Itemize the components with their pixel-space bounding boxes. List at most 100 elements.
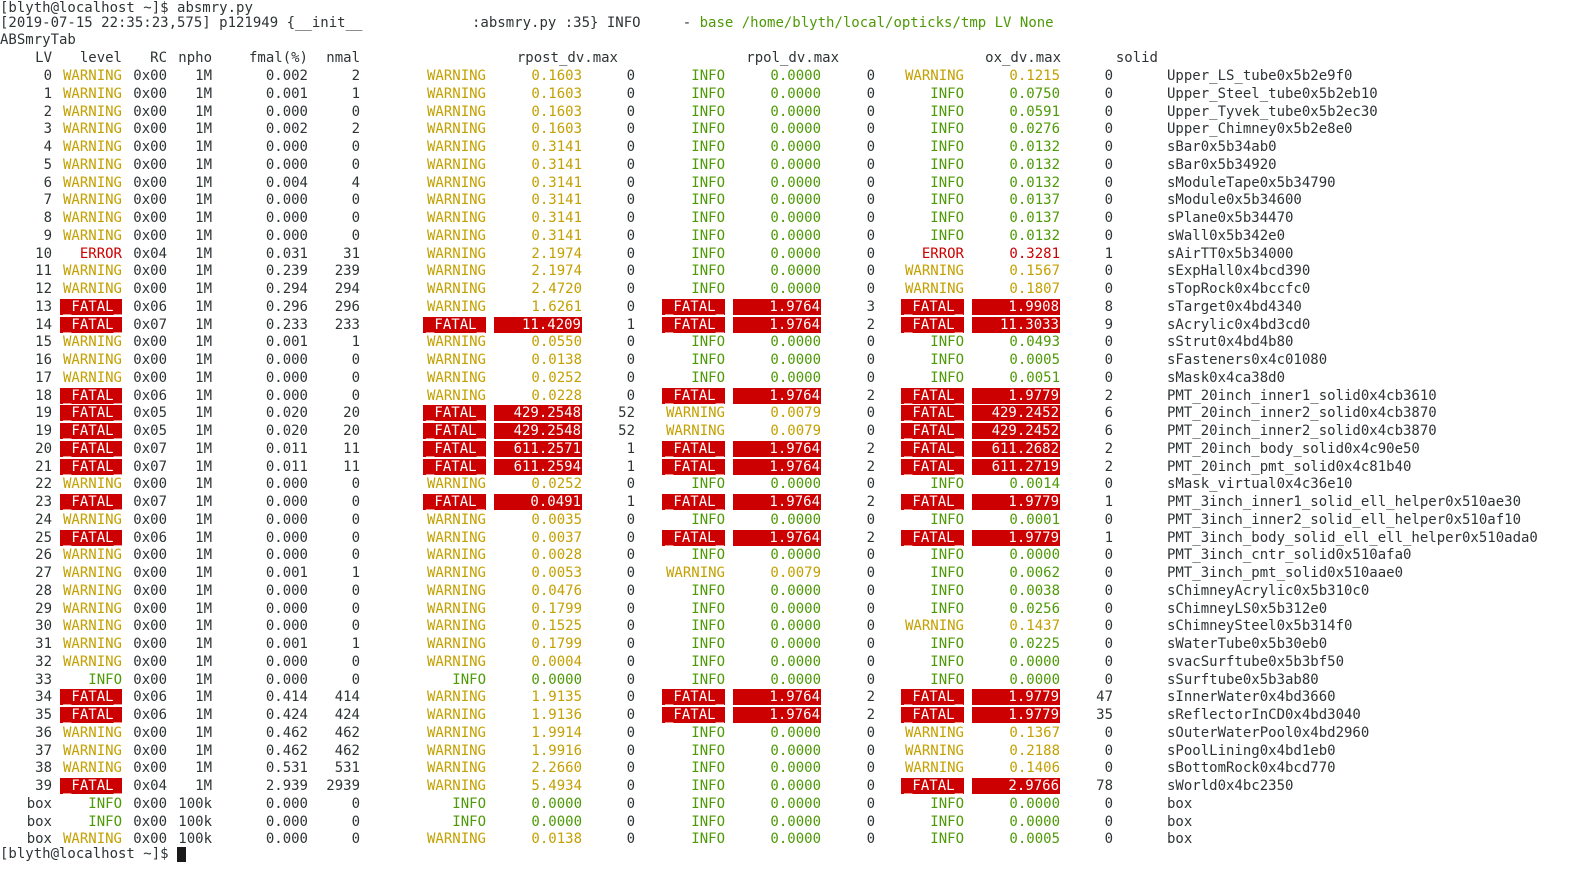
- shell-prompt: [blyth@localhost ~]$: [0, 0, 169, 16]
- ox-count-cell: 78: [1096, 778, 1113, 794]
- nmal-cell: 20: [343, 423, 360, 439]
- rpost-level-cell: WARNING: [426, 369, 486, 386]
- lv-cell: 38: [35, 760, 52, 777]
- rpost-count-cell: 0: [626, 85, 635, 102]
- rpost-level-cell: _FATAL_: [423, 494, 486, 510]
- fmal-cell: 0.000: [265, 511, 308, 528]
- rpol-count-cell: 0: [866, 476, 875, 493]
- solid-cell: sReflectorInCD0x4bd3040: [1167, 707, 1361, 723]
- rc-cell: 0x00: [133, 334, 167, 351]
- level-cell: _FATAL_: [60, 494, 122, 510]
- npho-cell: 100k: [178, 813, 212, 830]
- level-cell: WARNING: [62, 103, 122, 120]
- ox-count-cell: 9: [1104, 316, 1113, 333]
- ox-value-cell: 0.3281: [1009, 245, 1060, 262]
- rpol-count-cell: 0: [866, 227, 875, 244]
- table-row: 34 _FATAL_ 0x06 1M 0.414 414 WARNING 1.9135 0 _FA…: [0, 689, 1594, 707]
- ox-count-cell: 0: [1104, 724, 1113, 741]
- solid-cell: sAcrylic0x4bd3cd0: [1167, 316, 1311, 333]
- ox-count-cell: 0: [1104, 139, 1113, 155]
- rpol-count-cell: 0: [866, 156, 875, 173]
- ox-value-cell: 0.0000: [1009, 795, 1060, 812]
- ox-value-cell: 0.0000: [1009, 671, 1060, 688]
- nmal-cell: 1: [351, 85, 360, 102]
- lv-cell: 21: [35, 458, 52, 475]
- rc-cell: 0x00: [133, 156, 167, 173]
- nmal-cell: 0: [351, 156, 360, 173]
- final-prompt-line[interactable]: [blyth@localhost ~]$: [0, 846, 187, 864]
- npho-cell: 1M: [195, 582, 212, 599]
- solid-cell: sExpHall0x4bcd390: [1167, 263, 1311, 280]
- rpol-level-cell: _FATAL_: [662, 316, 725, 333]
- npho-cell: 1M: [195, 778, 212, 794]
- ox-level-cell: INFO: [930, 671, 964, 688]
- rc-cell: 0x00: [133, 618, 167, 635]
- ox-count-cell: 0: [1104, 121, 1113, 138]
- ox-level-cell: INFO: [930, 582, 964, 599]
- rc-cell: 0x00: [133, 653, 167, 670]
- rpost-level-cell: WARNING: [426, 689, 486, 706]
- ox-count-cell: 0: [1104, 369, 1113, 386]
- lv-cell: 17: [35, 369, 52, 386]
- level-cell: WARNING: [62, 121, 122, 138]
- rpol-count-cell: 0: [866, 671, 875, 688]
- rpost-count-cell: 0: [626, 565, 635, 581]
- level-cell: _FATAL_: [60, 316, 122, 333]
- fmal-cell: 0.233: [265, 316, 308, 333]
- level-cell: INFO: [88, 795, 122, 812]
- rpol-count-cell: 0: [866, 795, 875, 812]
- rpost-count-cell: 0: [626, 795, 635, 812]
- fmal-cell: 0.000: [265, 813, 308, 830]
- rpol-level-cell: _FATAL_: [662, 707, 725, 723]
- command-text: absmry.py: [177, 0, 253, 16]
- table-row: 31 WARNING 0x00 1M 0.001 1 WARNING 0.1799 0 INFO 0…: [0, 636, 1594, 654]
- rpol-level-cell: INFO: [691, 795, 725, 812]
- ox-value-cell: 1.9779: [972, 529, 1060, 546]
- rc-cell: 0x00: [133, 103, 167, 120]
- rpost-value-cell: 1.9914: [531, 724, 582, 741]
- fmal-cell: 0.000: [265, 103, 308, 120]
- rpol-level-cell: INFO: [691, 618, 725, 635]
- rpol-value-cell: 0.0000: [770, 103, 821, 120]
- nmal-cell: 531: [334, 760, 360, 777]
- rpol-count-cell: 2: [866, 387, 875, 404]
- rpol-value-cell: 0.0000: [770, 831, 821, 848]
- table-row: 17 WARNING 0x00 1M 0.000 0 WARNING 0.0252 0 INFO 0…: [0, 370, 1594, 388]
- nmal-cell: 2: [351, 121, 360, 138]
- rpost-value-cell: 429.2548: [494, 423, 582, 439]
- rpost-value-cell: 0.0004: [531, 653, 582, 670]
- solid-cell: sOuterWaterPool0x4bd2960: [1167, 724, 1370, 741]
- table-row: 0 WARNING 0x00 1M 0.002 2 WARNING 0.1603 0 INFO 0.…: [0, 68, 1594, 86]
- ox-level-cell: INFO: [930, 139, 964, 155]
- fmal-cell: 0.000: [265, 476, 308, 493]
- solid-cell: sMask_virtual0x4c36e10: [1167, 476, 1353, 493]
- rpol-level-cell: INFO: [691, 547, 725, 564]
- rpol-level-cell: _FATAL_: [662, 689, 725, 706]
- rpost-count-cell: 52: [618, 423, 635, 439]
- rpol-count-cell: 0: [866, 618, 875, 635]
- ox-level-cell: INFO: [930, 600, 964, 617]
- rpol-level-cell: INFO: [691, 653, 725, 670]
- solid-cell: Upper_Tyvek_tube0x5b2ec30: [1167, 103, 1378, 120]
- ox-count-cell: 1: [1104, 529, 1113, 546]
- nmal-cell: 4: [351, 174, 360, 191]
- rpost-value-cell: 0.0000: [531, 671, 582, 688]
- npho-cell: 1M: [195, 227, 212, 244]
- npho-cell: 1M: [195, 618, 212, 635]
- table-row: 35 _FATAL_ 0x06 1M 0.424 424 WARNING 1.9136 0 _FA…: [0, 707, 1594, 725]
- ox-level-cell: INFO: [930, 156, 964, 173]
- nmal-cell: 424: [334, 707, 360, 723]
- table-row: box INFO 0x00 100k 0.000 0 INFO 0.0000 0 INFO 0.00…: [0, 796, 1594, 814]
- solid-cell: PMT_20inch_pmt_solid0x4c81b40: [1167, 458, 1412, 475]
- rpol-count-cell: 2: [866, 529, 875, 546]
- rc-cell: 0x06: [133, 529, 167, 546]
- level-cell: WARNING: [62, 156, 122, 173]
- ox-value-cell: 0.0000: [1009, 813, 1060, 830]
- npho-cell: 1M: [195, 476, 212, 493]
- rpost-value-cell: 0.3141: [531, 139, 582, 155]
- lv-cell: 14: [35, 316, 52, 333]
- rc-cell: 0x00: [133, 742, 167, 759]
- rpost-level-cell: WARNING: [426, 653, 486, 670]
- rpost-count-cell: 0: [626, 369, 635, 386]
